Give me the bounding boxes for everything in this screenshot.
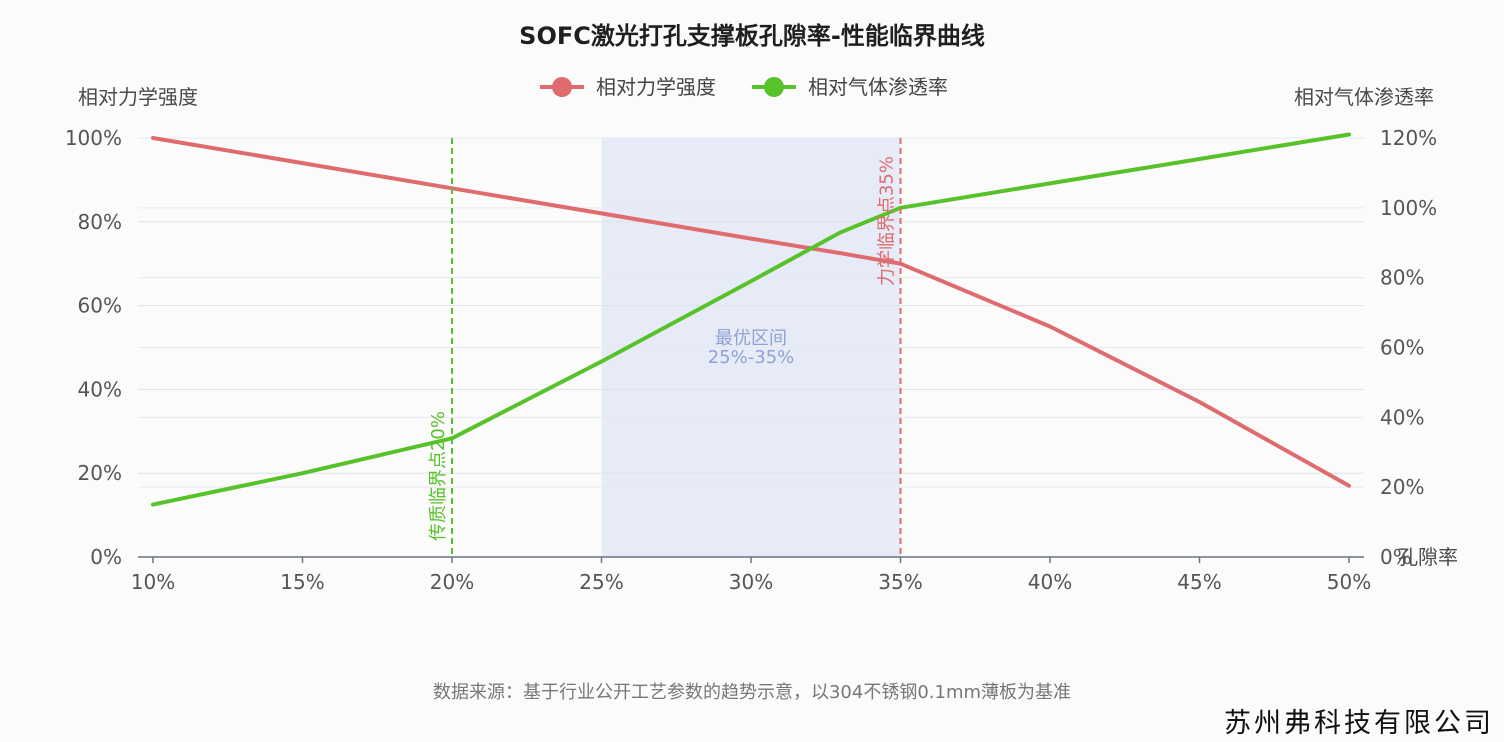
company-name: 苏州弗科技有限公司 (1224, 708, 1494, 739)
y-left-tick-label: 20% (78, 461, 122, 485)
optimal-band-label: 最优区间 (715, 328, 787, 349)
x-tick-label: 40% (1028, 570, 1072, 594)
x-tick-label: 15% (280, 570, 324, 594)
y-right-tick-label: 40% (1380, 405, 1424, 429)
data-source-note: 数据来源：基于行业公开工艺参数的趋势示意，以304不锈钢0.1mm薄板为基准 (433, 682, 1071, 703)
y-right-tick-label: 20% (1380, 475, 1424, 499)
series-layer (151, 132, 1351, 507)
y-right-tick-label: 120% (1380, 126, 1437, 150)
x-tick-label: 25% (579, 570, 623, 594)
x-tick-label: 10% (131, 570, 175, 594)
y-left-tick-label: 80% (78, 210, 122, 234)
x-axis-label: 孔隙率 (1398, 545, 1458, 569)
legend: 相对力学强度 相对气体渗透率 (540, 75, 948, 99)
x-tick-label: 45% (1177, 570, 1221, 594)
y-axis-right-label: 相对气体渗透率 (1294, 85, 1434, 109)
mass-transfer-critical-label: 传质临界点20% (428, 411, 449, 541)
legend-marker-permeability (764, 77, 784, 97)
y-left-tick-label: 60% (78, 294, 122, 318)
y-right-tick-label: 0% (1380, 545, 1412, 569)
x-tick-label: 35% (878, 570, 922, 594)
y-left-tick-label: 100% (65, 126, 122, 150)
legend-item-permeability[interactable]: 相对气体渗透率 (752, 75, 948, 99)
grid-layer (138, 137, 1364, 488)
y-right-tick-label: 60% (1380, 336, 1424, 360)
permeability-line (151, 132, 1351, 507)
y-axis-left-label: 相对力学强度 (78, 85, 198, 109)
legend-label-strength: 相对力学强度 (596, 75, 716, 99)
y-right-tick-label: 80% (1380, 266, 1424, 290)
legend-marker-strength (552, 77, 572, 97)
strength-line (151, 136, 1351, 488)
optimal-band-range-label: 25%-35% (708, 347, 795, 368)
legend-item-strength[interactable]: 相对力学强度 (540, 75, 716, 99)
x-tick-label: 30% (729, 570, 773, 594)
y-left-tick-label: 40% (78, 377, 122, 401)
legend-label-permeability: 相对气体渗透率 (808, 75, 948, 99)
critical-lines-layer: 传质临界点20% 力学临界点35% (428, 138, 902, 557)
x-tick-label: 20% (430, 570, 474, 594)
mechanical-critical-label: 力学临界点35% (877, 156, 898, 286)
chart-title: SOFC激光打孔支撑板孔隙率-性能临界曲线 (519, 22, 985, 50)
x-tick-label: 50% (1327, 570, 1371, 594)
y-right-tick-label: 100% (1380, 196, 1437, 220)
y-left-tick-label: 0% (90, 545, 122, 569)
axis-layer: 0% 20% 40% 60% 80% 100% 0% 20% 40% 60% 80% 100% 120%… (65, 126, 1437, 594)
